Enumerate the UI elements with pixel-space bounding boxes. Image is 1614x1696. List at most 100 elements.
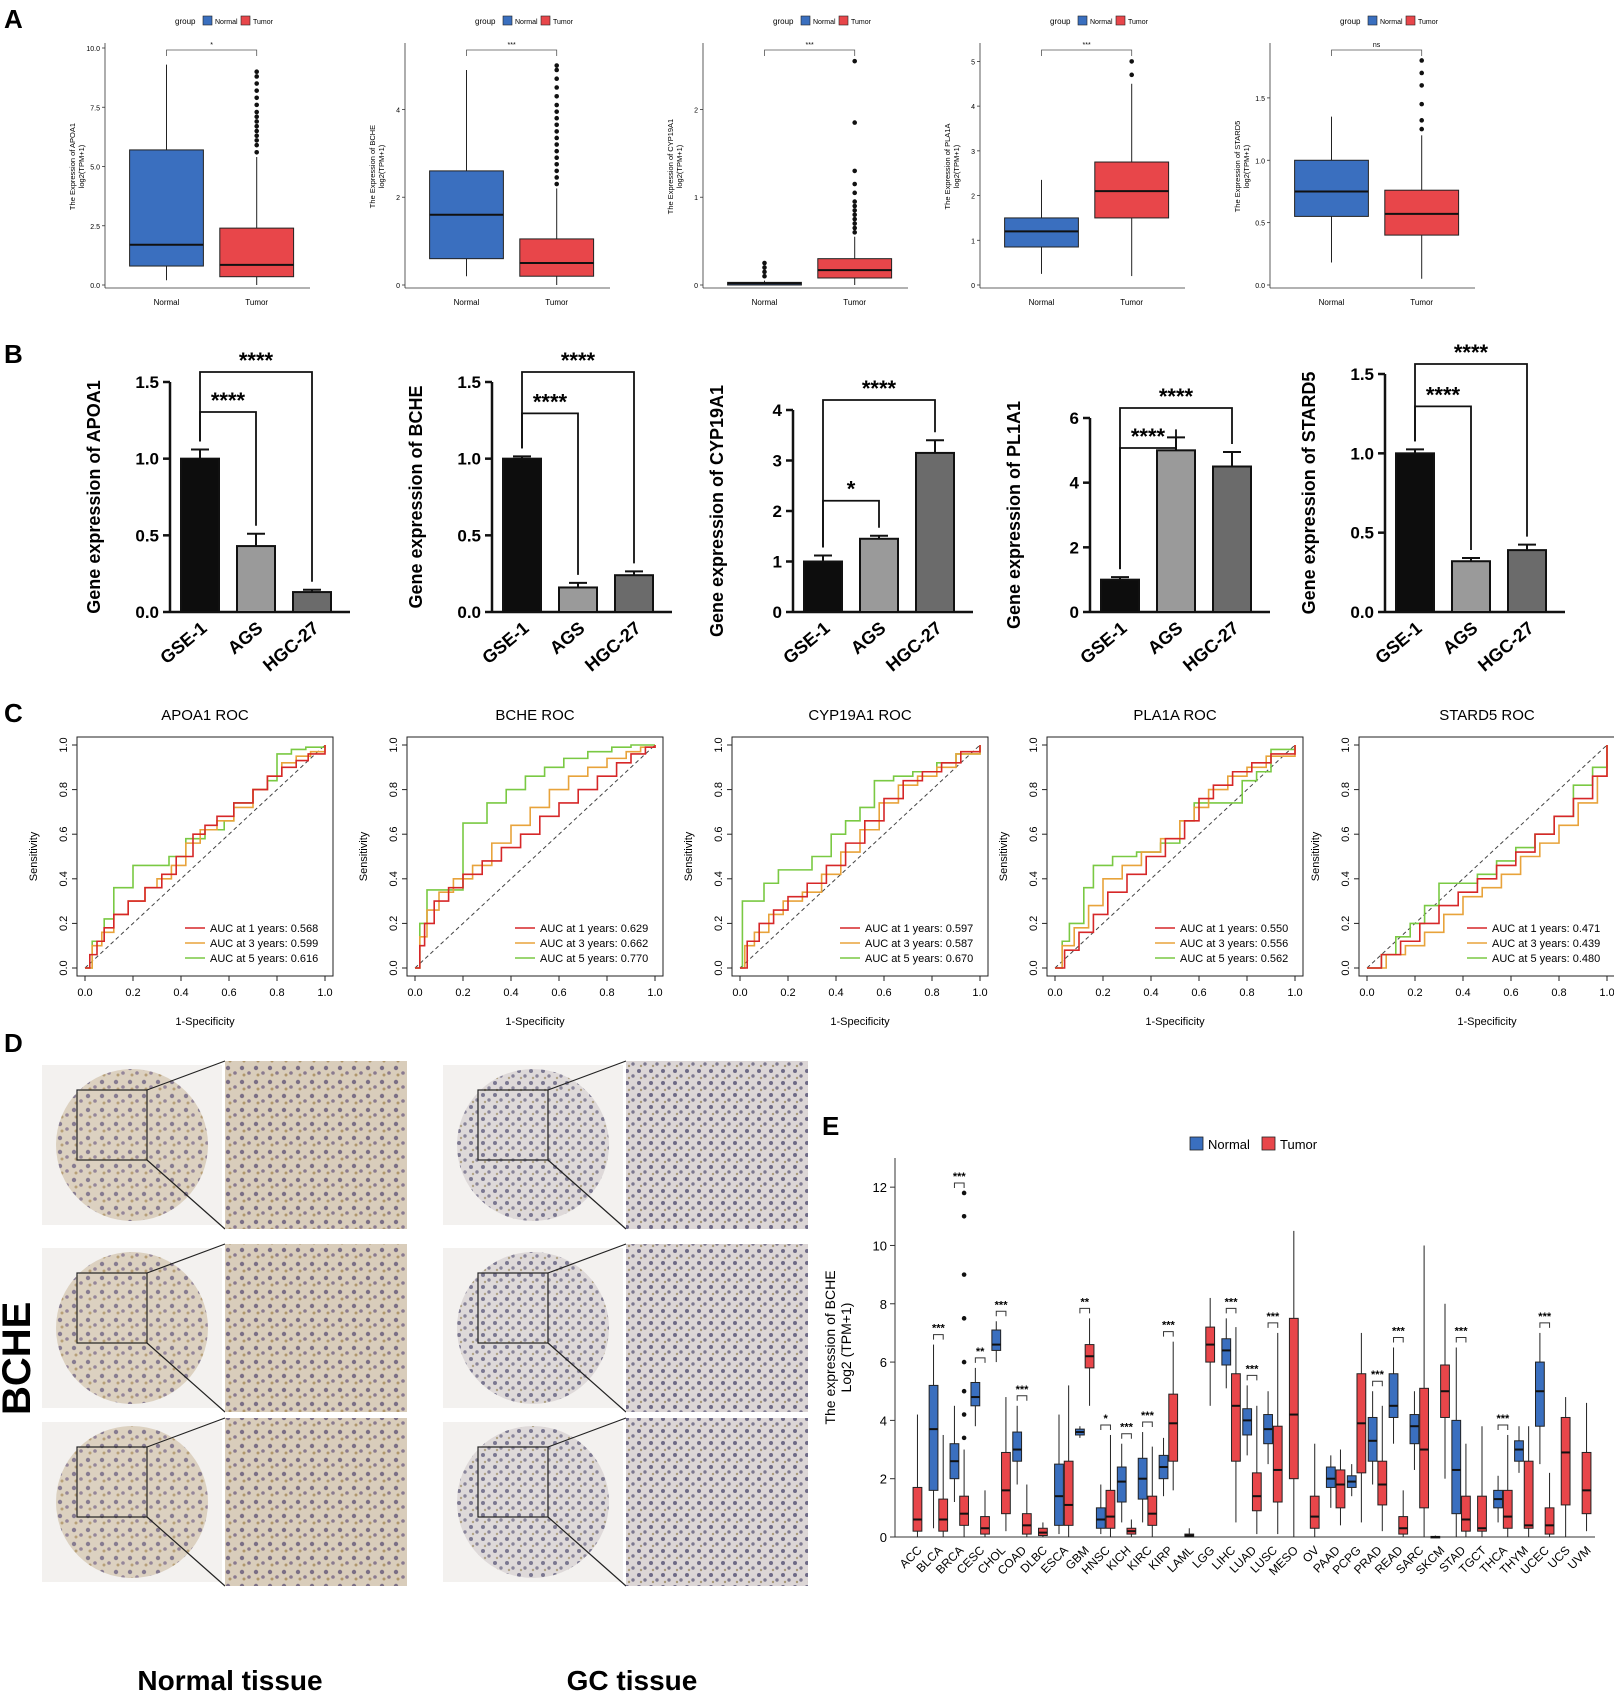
significance-bracket [995,1310,1007,1317]
normal-box [1004,217,1079,248]
bar-ags [558,586,598,614]
x-tick-label: AGS [224,618,267,658]
ihc-gc-row-2 [443,1243,808,1413]
tumor-box [1398,1516,1409,1535]
x-tick-label: Normal [454,298,480,307]
x-tick-label: Tumor [545,298,568,307]
y-tick-label: 0.2 [58,916,70,931]
tumor-outlier [254,149,259,155]
group-chol: ***CHOL [975,1299,1011,1577]
significance-bracket [822,399,936,548]
y-tick-label: 4 [773,401,783,420]
barchart-cyp19a1: 0 1 2 3 4 Gene expression of CYP19A1 GSE-1 AGSH… [707,376,973,675]
normal-box [129,149,204,267]
zoom-connector [547,1060,627,1091]
group-ov: OV [1300,1443,1322,1565]
normal-box [1242,1408,1253,1436]
x-tick-label: 0.4 [503,987,518,999]
legend-label: AUC at 3 years: 0.587 [865,938,973,950]
x-axis-label: 1-Specificity [1457,1016,1517,1028]
significance-bracket [1100,1424,1111,1430]
significance-bracket [1142,1421,1153,1428]
tumor-outlier [554,76,559,82]
tumor-box [1309,1495,1320,1529]
x-tick-label: GSE-1 [779,618,833,668]
bar-gse-1 [1395,452,1435,614]
x-tick-label: 1.0 [972,987,987,999]
tumor-box [1105,1489,1116,1529]
x-tick-label: 0.2 [1407,987,1422,999]
y-tick-label: 6 [880,1355,887,1370]
y-axis-label: Sensitivity [28,831,40,881]
tumor-outlier [554,67,559,73]
y-tick-label: 0.2 [1340,916,1352,931]
y-tick-label: 0.6 [1028,827,1040,842]
y-tick-label: 0 [971,283,975,290]
group-kirp: ***KIRP [1146,1320,1179,1573]
y-tick-label: 12 [873,1180,887,1195]
group-meso: MESO [1266,1230,1301,1578]
tumor-outlier [852,168,857,174]
significance-label: ** [976,1346,985,1358]
y-tick-label: 0.2 [713,916,725,931]
tumor-outlier [254,69,259,74]
y-tick-label: 10 [873,1238,887,1253]
significance-bracket [933,1334,944,1340]
tumor-box [1001,1451,1011,1515]
x-tick-label: 0.0 [407,987,422,999]
tumor-box [1560,1416,1571,1506]
tumor-outlier [852,208,857,213]
x-tick-label: Normal [752,298,778,307]
tumor-box [938,1498,949,1532]
y-axis-label-unit: log2(TPM+1) [377,144,386,188]
x-tick-label: GSE-1 [478,618,532,668]
bar-hgc-27 [915,451,955,613]
y-tick-label: 0.4 [1340,871,1352,886]
tumor-outlier [254,102,259,108]
y-tick-label: 0.5 [135,526,159,545]
x-tick-label: AGS [847,618,890,658]
tumor-outlier [254,133,259,138]
significance-bracket [1414,363,1528,537]
significance-stars: **** [211,388,246,413]
legend-label: AUC at 3 years: 0.599 [210,938,318,950]
panel-e-pancancer-boxplot: 0 2 4 6 8 10 12 The expression of BCHE Log2 (TPM… [822,1136,1595,1578]
x-tick-label: Normal [1029,298,1055,307]
x-tick-label: UVM [1565,1543,1594,1572]
y-tick-label: 2 [396,195,400,202]
roc-5: STARD5 ROC 0.0 0.0 0.2 0.2 0.4 0.4 0.6 0.6 0.8 0.8… [1310,707,1614,1028]
reference-diagonal [84,744,326,969]
bar-ags [1156,449,1196,614]
y-tick-label: 0.0 [1350,603,1374,622]
zoom-connector [547,1417,627,1448]
significance-bracket [199,371,313,582]
tumor-outlier [254,138,259,143]
zoom-connector [547,1243,627,1274]
bar-gse-1 [1100,578,1140,614]
legend-normal-swatch [1367,15,1378,26]
roc-2: BCHE ROC 0.0 0.0 0.2 0.2 0.4 0.4 0.6 0.6 0.8 0.8 1.… [358,707,664,1028]
y-tick-label: 0.2 [388,916,400,931]
y-tick-label: 0.5 [1255,221,1265,228]
tumor-outlier [254,81,259,86]
y-tick-label: 5 [971,59,975,66]
tumor-outlier [1419,70,1424,76]
significance-bracket [1331,49,1423,56]
legend-normal-label: Normal [215,19,238,26]
x-tick-label: Tumor [843,298,866,307]
group-pcpg: PCPG [1330,1332,1367,1577]
roc-title: BCHE ROC [495,707,574,724]
y-tick-label: 0.4 [388,871,400,886]
tumor-outlier [554,63,559,68]
tumor-box [1147,1495,1158,1526]
group-prad: ***PRAD [1351,1369,1388,1577]
barchart-apoa1: 0.0 0.5 1.0 1.5 Gene expression of APOA1 GSE-… [84,348,350,675]
tumor-outlier [254,142,259,148]
roc-curve-5yr [415,744,655,969]
x-tick-label: AGS [1439,618,1482,658]
tumor-box [1544,1507,1555,1535]
x-tick-label: GSE-1 [1076,618,1130,668]
roc-curve-1yr [1055,745,1296,969]
tumor-box [1419,1387,1429,1509]
